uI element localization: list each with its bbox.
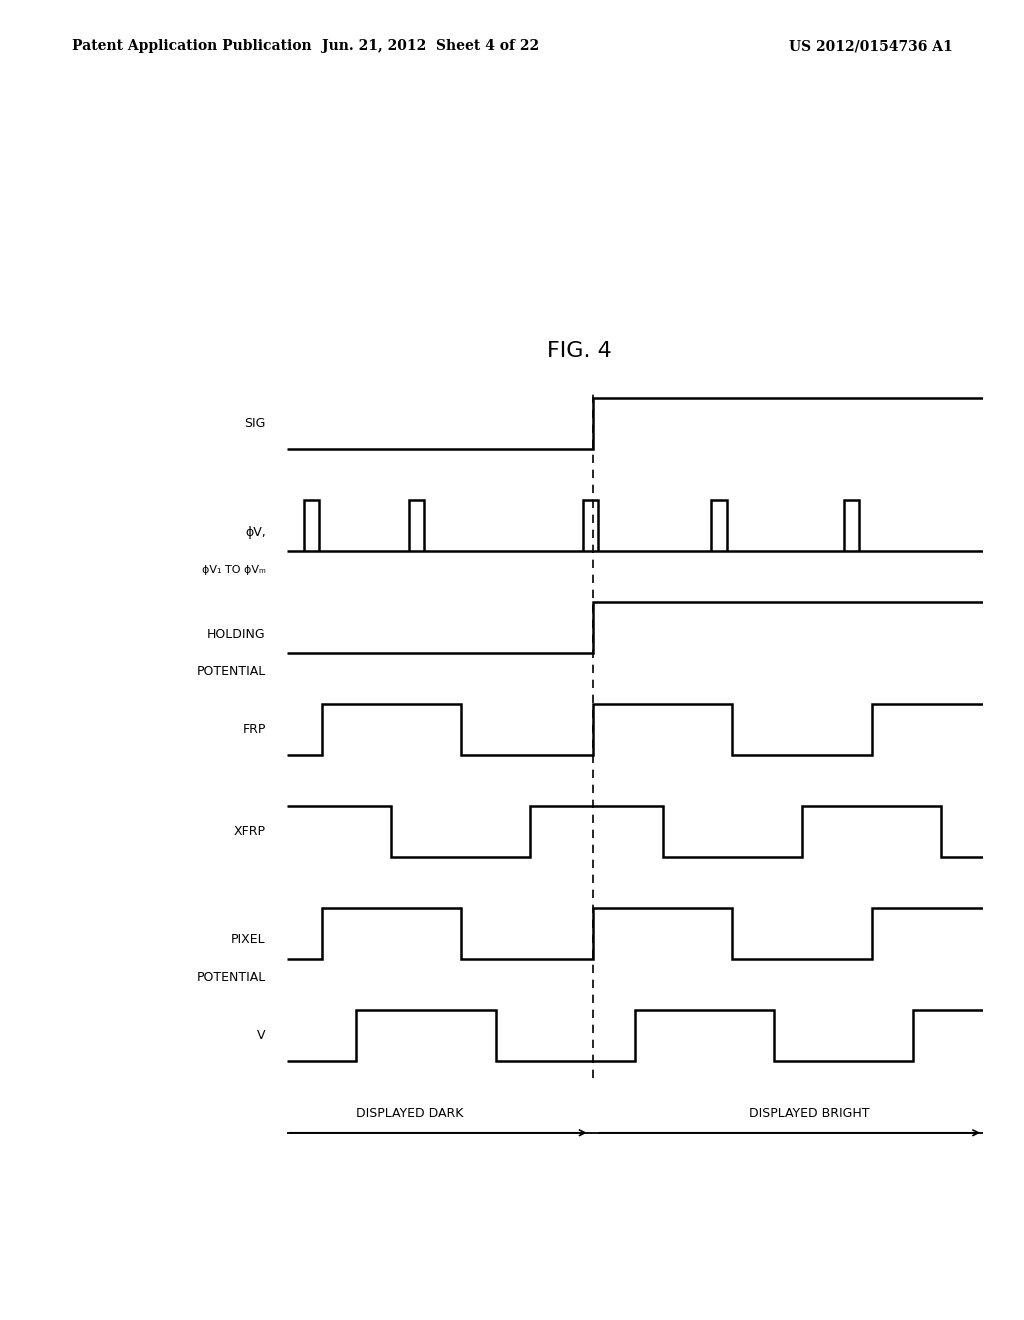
Text: FIG. 4: FIG. 4 <box>547 342 611 362</box>
Text: XFRP: XFRP <box>233 825 266 838</box>
Text: HOLDING: HOLDING <box>207 627 266 640</box>
Text: US 2012/0154736 A1: US 2012/0154736 A1 <box>788 40 952 53</box>
Text: DISPLAYED BRIGHT: DISPLAYED BRIGHT <box>749 1107 869 1121</box>
Text: POTENTIAL: POTENTIAL <box>197 970 266 983</box>
Text: POTENTIAL: POTENTIAL <box>197 665 266 678</box>
Text: SIG: SIG <box>245 417 266 430</box>
Text: DISPLAYED DARK: DISPLAYED DARK <box>355 1107 463 1121</box>
Text: Jun. 21, 2012  Sheet 4 of 22: Jun. 21, 2012 Sheet 4 of 22 <box>322 40 539 53</box>
Text: V: V <box>257 1028 266 1041</box>
Text: FRP: FRP <box>243 723 266 735</box>
Text: Patent Application Publication: Patent Application Publication <box>72 40 311 53</box>
Text: ϕV,: ϕV, <box>245 525 266 539</box>
Text: ϕV₁ TO ϕVₘ: ϕV₁ TO ϕVₘ <box>202 565 266 574</box>
Text: PIXEL: PIXEL <box>231 933 266 946</box>
